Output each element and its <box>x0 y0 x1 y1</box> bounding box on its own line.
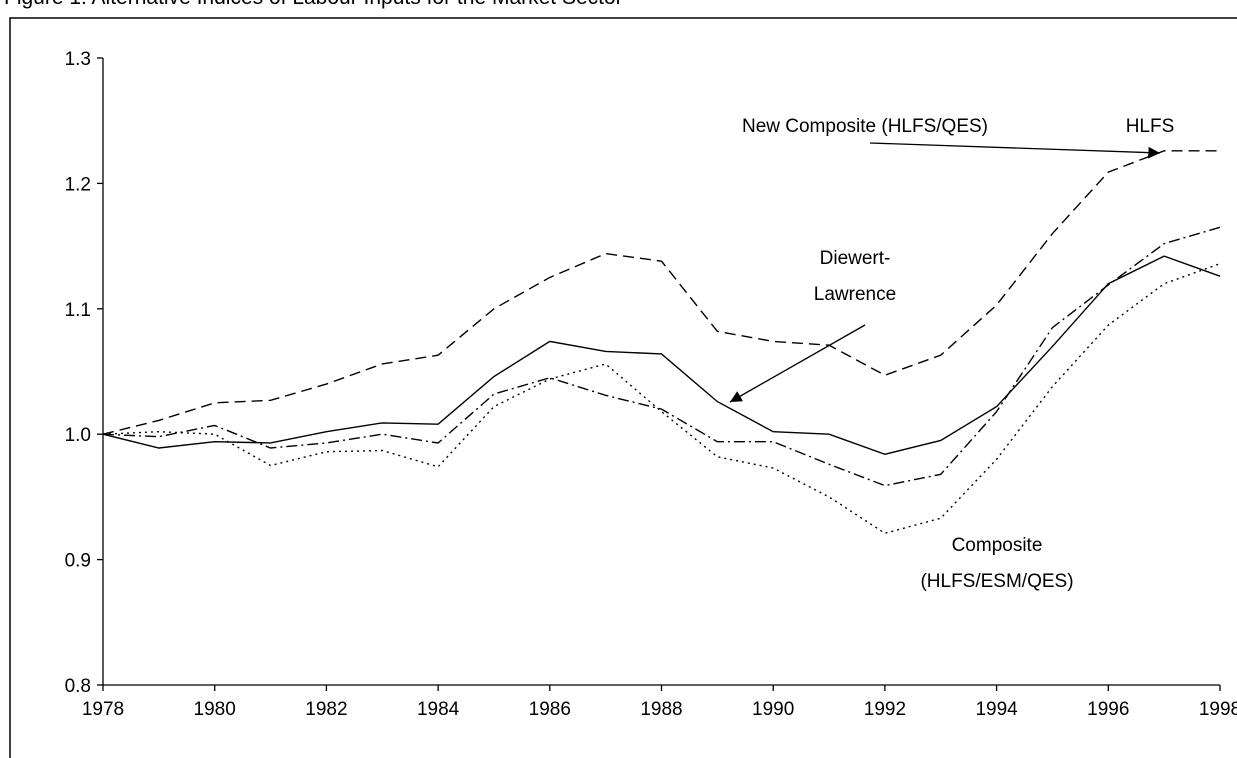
y-tick-label: 1.1 <box>65 300 91 321</box>
x-tick-label: 1988 <box>640 699 682 720</box>
series-label: HLFS <box>1126 116 1175 137</box>
series-line <box>102 262 1221 535</box>
series-line <box>102 255 1221 455</box>
x-tick-label: 1984 <box>417 699 460 720</box>
series-line <box>102 226 1221 487</box>
chart-title: Figure 1: Alternative Indices of Labour … <box>4 0 623 9</box>
frame <box>9 17 1237 758</box>
x-tick-label: 1982 <box>305 699 347 720</box>
y-tick-label: 0.8 <box>65 676 91 697</box>
x-tick-label: 1992 <box>864 699 906 720</box>
series-label: (HLFS/ESM/QES) <box>920 571 1073 592</box>
y-tick-label: 1.2 <box>65 174 91 195</box>
annotation-arrow <box>729 324 866 403</box>
y-tick-label: 1.3 <box>65 49 91 70</box>
y-tick-label: 1.0 <box>65 425 91 446</box>
series-line <box>102 150 1220 435</box>
x-tick-label: 1998 <box>1199 699 1237 720</box>
series-label: Composite <box>952 535 1043 556</box>
y-tick-label: 0.9 <box>65 551 91 572</box>
annotation-arrow <box>869 142 1161 159</box>
x-tick-label: 1980 <box>194 699 236 720</box>
x-tick-label: 1978 <box>82 699 124 720</box>
x-tick-label: 1996 <box>1087 699 1129 720</box>
series-label: Diewert- <box>820 248 891 269</box>
x-tick-label: 1986 <box>529 699 571 720</box>
series-label: Lawrence <box>814 284 896 305</box>
series-label: New Composite (HLFS/QES) <box>742 116 988 137</box>
x-tick-label: 1994 <box>975 699 1018 720</box>
x-tick-label: 1990 <box>752 699 794 720</box>
